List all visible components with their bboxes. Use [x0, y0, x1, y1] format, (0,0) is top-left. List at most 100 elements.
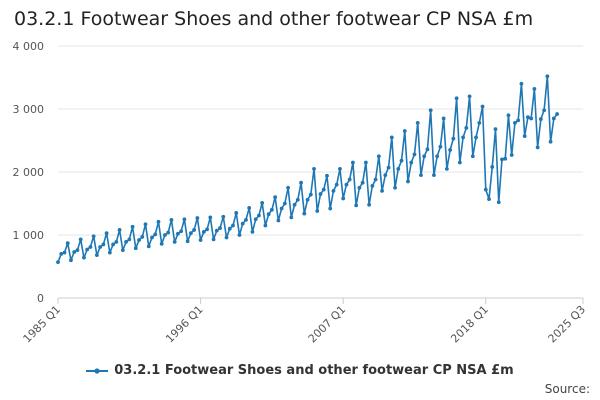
data-point[interactable]: [201, 229, 206, 234]
data-point[interactable]: [338, 166, 342, 171]
data-point[interactable]: [286, 185, 290, 190]
data-point[interactable]: [419, 173, 423, 178]
data-point[interactable]: [467, 94, 472, 99]
data-point[interactable]: [227, 226, 232, 231]
data-point[interactable]: [360, 180, 365, 185]
data-point[interactable]: [257, 213, 261, 218]
data-point[interactable]: [532, 86, 537, 91]
data-point[interactable]: [545, 74, 550, 79]
data-point[interactable]: [363, 160, 368, 165]
data-point[interactable]: [208, 215, 213, 220]
data-point[interactable]: [163, 233, 167, 237]
data-point[interactable]: [535, 145, 540, 150]
data-point[interactable]: [389, 135, 394, 140]
data-point[interactable]: [159, 241, 164, 246]
data-point[interactable]: [474, 135, 478, 140]
data-point[interactable]: [347, 177, 352, 182]
data-point[interactable]: [331, 189, 336, 193]
data-point[interactable]: [124, 240, 128, 244]
data-point[interactable]: [529, 116, 534, 121]
data-point[interactable]: [422, 154, 427, 159]
data-point[interactable]: [276, 218, 281, 223]
data-point[interactable]: [428, 108, 433, 113]
data-point[interactable]: [127, 237, 132, 242]
data-point[interactable]: [490, 165, 495, 169]
data-point[interactable]: [153, 232, 158, 237]
data-point[interactable]: [91, 234, 96, 239]
data-point[interactable]: [137, 238, 141, 242]
data-point[interactable]: [143, 222, 148, 227]
data-point[interactable]: [351, 160, 355, 165]
data-point[interactable]: [250, 229, 255, 234]
data-point[interactable]: [234, 211, 239, 215]
data-point[interactable]: [78, 237, 83, 242]
data-point[interactable]: [62, 250, 67, 255]
data-point[interactable]: [120, 248, 125, 253]
data-point[interactable]: [454, 96, 459, 101]
data-point[interactable]: [457, 160, 462, 165]
data-point[interactable]: [334, 182, 339, 187]
data-point[interactable]: [85, 247, 90, 252]
data-point[interactable]: [133, 246, 138, 251]
data-point[interactable]: [464, 126, 469, 130]
data-point[interactable]: [214, 228, 219, 233]
data-point[interactable]: [237, 233, 242, 237]
data-point[interactable]: [432, 173, 436, 178]
data-point[interactable]: [231, 223, 235, 228]
data-point[interactable]: [247, 206, 252, 210]
data-point[interactable]: [266, 212, 271, 217]
data-point[interactable]: [308, 192, 313, 197]
data-point[interactable]: [522, 134, 527, 138]
data-point[interactable]: [441, 116, 446, 121]
data-point[interactable]: [111, 242, 115, 247]
data-point[interactable]: [185, 239, 190, 244]
data-point[interactable]: [150, 235, 154, 240]
data-point[interactable]: [526, 115, 530, 120]
data-point[interactable]: [461, 135, 465, 140]
data-point[interactable]: [344, 182, 349, 187]
data-point[interactable]: [538, 117, 543, 121]
data-point[interactable]: [555, 112, 559, 116]
data-point[interactable]: [438, 144, 443, 149]
data-point[interactable]: [130, 224, 135, 229]
data-point[interactable]: [483, 187, 488, 192]
data-point[interactable]: [195, 216, 200, 220]
data-point[interactable]: [470, 154, 475, 159]
data-point[interactable]: [493, 127, 498, 132]
data-point[interactable]: [289, 215, 294, 220]
legend[interactable]: 03.2.1 Footwear Shoes and other footwear…: [0, 363, 600, 378]
data-point[interactable]: [444, 166, 449, 171]
data-point[interactable]: [82, 255, 86, 260]
data-point[interactable]: [305, 197, 310, 202]
data-point[interactable]: [69, 258, 73, 263]
data-point[interactable]: [273, 195, 278, 200]
data-point[interactable]: [94, 253, 99, 258]
data-point[interactable]: [240, 221, 245, 226]
data-point[interactable]: [218, 226, 222, 230]
data-point[interactable]: [117, 228, 122, 232]
data-point[interactable]: [253, 217, 258, 222]
data-point[interactable]: [548, 139, 553, 144]
data-point[interactable]: [503, 156, 508, 161]
data-point[interactable]: [373, 177, 378, 182]
data-point[interactable]: [542, 108, 547, 113]
data-point[interactable]: [357, 185, 362, 190]
data-point[interactable]: [244, 217, 248, 222]
data-point[interactable]: [406, 179, 410, 184]
data-point[interactable]: [516, 118, 521, 123]
data-point[interactable]: [370, 183, 375, 188]
data-point[interactable]: [376, 154, 381, 159]
data-point[interactable]: [477, 120, 482, 125]
data-point[interactable]: [211, 237, 216, 242]
data-point[interactable]: [396, 166, 401, 171]
data-point[interactable]: [513, 120, 517, 125]
data-point[interactable]: [166, 230, 171, 235]
data-point[interactable]: [260, 200, 265, 205]
data-point[interactable]: [341, 196, 346, 201]
data-point[interactable]: [188, 231, 193, 236]
data-point[interactable]: [72, 250, 77, 254]
data-point[interactable]: [367, 202, 372, 207]
data-point[interactable]: [169, 217, 174, 222]
data-point[interactable]: [98, 245, 103, 249]
data-point[interactable]: [354, 203, 359, 208]
